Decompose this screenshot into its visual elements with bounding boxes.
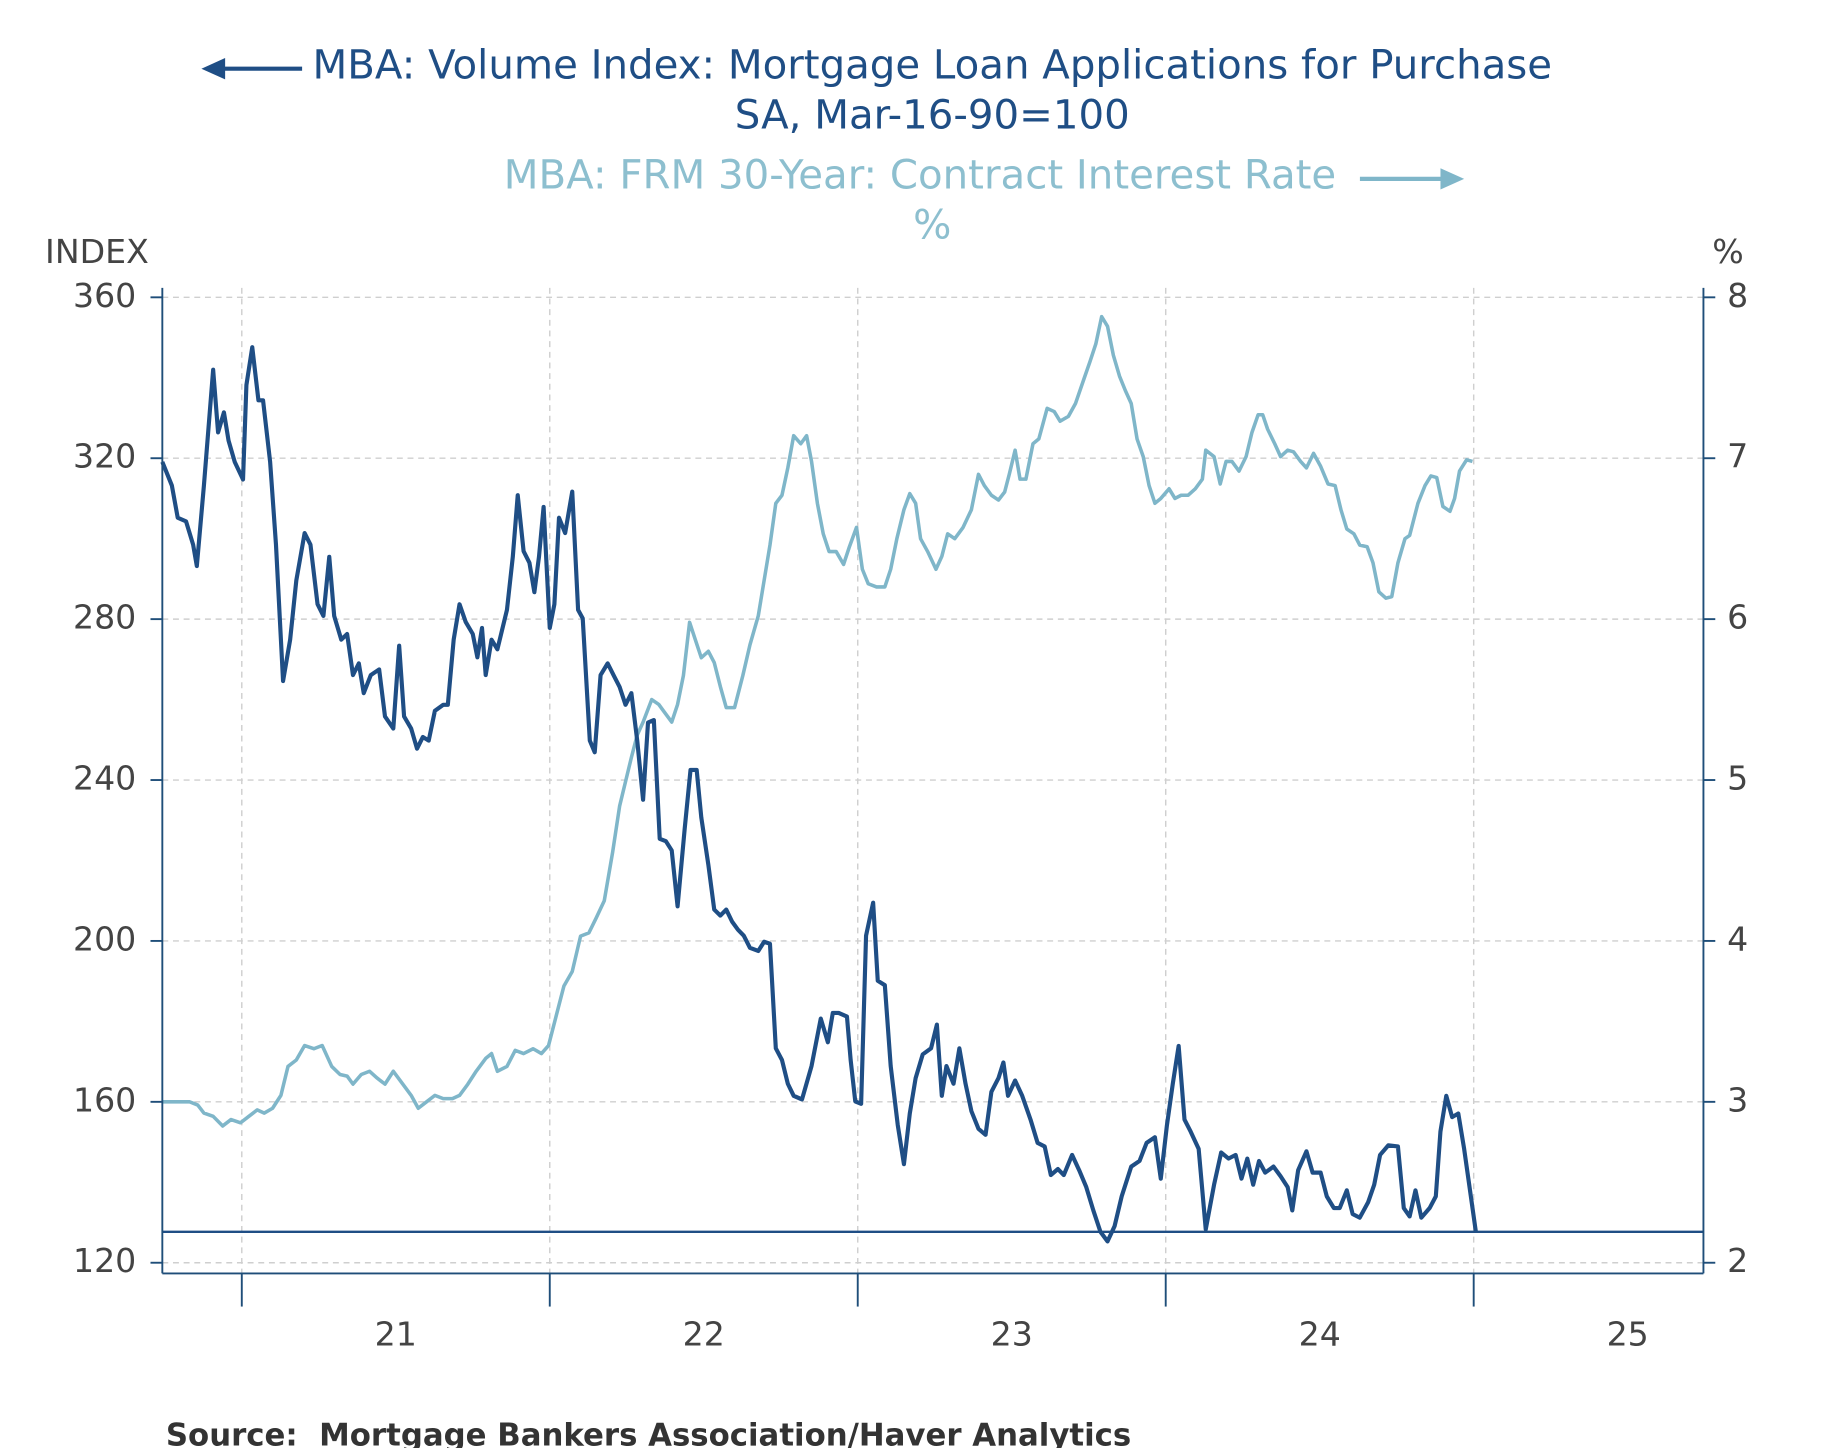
series-name: MBA: Volume Index: Mortgage Loan Applica… [313,43,1553,89]
y-tick-label: 280 [73,598,136,637]
series-line [162,314,1473,1128]
y2-tick-label: 3 [1727,1080,1748,1119]
x-tick-label: 24 [1299,1315,1341,1354]
y-tick-label: 160 [73,1080,136,1119]
plot-area [160,314,1704,1244]
y2-tick-label: 5 [1727,759,1748,798]
y-tick-label: 320 [73,437,136,476]
y-tick-label: 200 [73,919,136,958]
right-arrow [1359,168,1465,190]
left-arrow [201,58,303,80]
y-axis-label: INDEX [45,232,149,271]
y2-tick-label: 4 [1727,919,1748,958]
series-unit: % [913,202,951,248]
series-unit: SA, Mar-16-90=100 [735,92,1130,138]
y-tick-label: 120 [73,1241,136,1280]
series-name: MBA: FRM 30-Year: Contract Interest Rate [504,153,1336,199]
y2-tick-label: 6 [1727,598,1748,637]
grid [162,287,1704,1274]
y2-tick-label: 7 [1727,437,1748,476]
y-tick-label: 360 [73,276,136,315]
y2-tick-label: 8 [1727,276,1748,315]
y-tick-label: 240 [73,759,136,798]
x-tick-label: 22 [683,1315,725,1354]
x-tick-label: 21 [375,1315,417,1354]
x-tick-label: 25 [1607,1315,1649,1354]
x-tick-label: 23 [991,1315,1033,1354]
series-line [160,345,1478,1244]
y2-axis-label: % [1712,232,1744,271]
y2-tick-label: 2 [1727,1241,1748,1280]
source: Source: Mortgage Bankers Association/Hav… [166,1417,1131,1448]
